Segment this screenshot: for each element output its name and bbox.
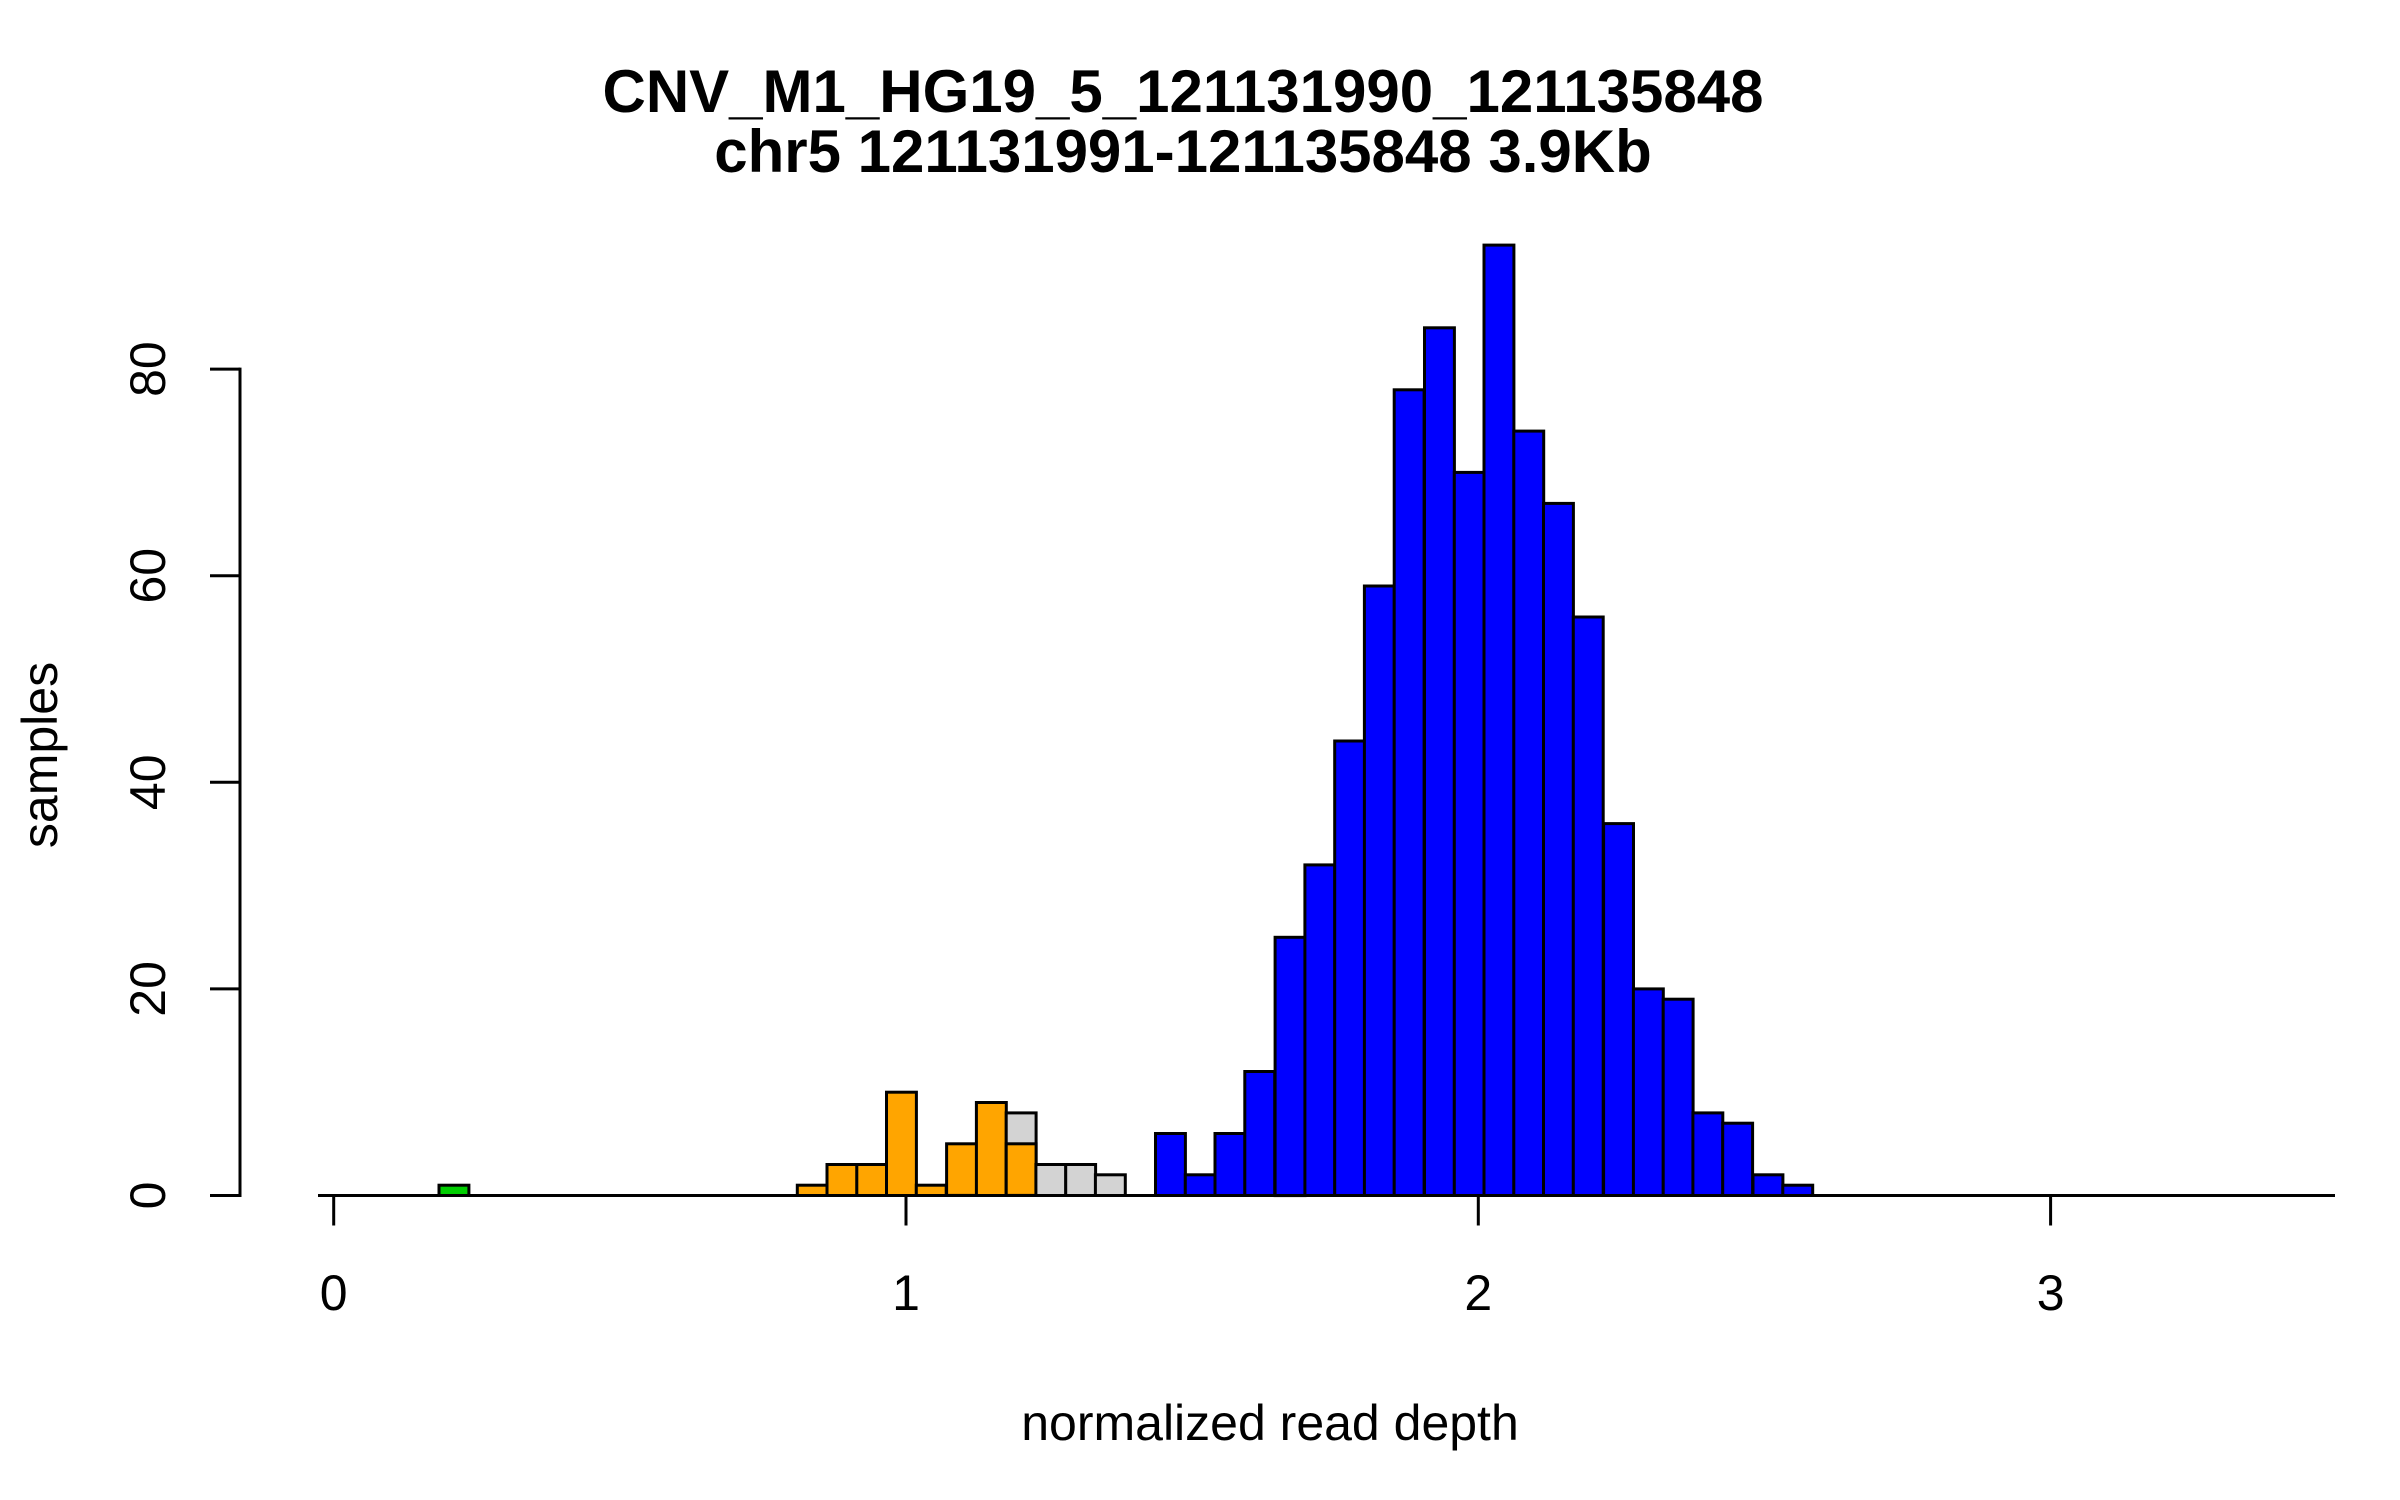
- histogram-bar-blue: [1542, 501, 1575, 1197]
- histogram-bars-group: [437, 243, 1815, 1198]
- histogram-bar-blue: [1303, 863, 1337, 1198]
- y-tick-label: 20: [120, 961, 176, 1017]
- histogram-bar-blue: [1751, 1173, 1785, 1198]
- histogram-bar-orange: [825, 1163, 859, 1197]
- histogram-bar-blue: [1273, 935, 1307, 1198]
- chart-subtitle: chr5 121131991-121135848 3.9Kb: [714, 118, 1651, 185]
- x-tick-label: 1: [892, 1265, 920, 1321]
- histogram-bar-blue: [1392, 388, 1426, 1197]
- x-axis-label: normalized read depth: [1021, 1395, 1519, 1451]
- histogram-bar-blue: [1213, 1132, 1247, 1197]
- histogram-bar-gray: [1064, 1163, 1098, 1197]
- histogram-bar-blue: [1183, 1173, 1217, 1198]
- histogram-bar-blue: [1691, 1111, 1725, 1198]
- histogram-bar-blue: [1781, 1183, 1815, 1197]
- y-tick-label: 0: [120, 1182, 176, 1210]
- histogram-bar-blue: [1362, 584, 1396, 1197]
- y-axis-label: samples: [12, 662, 68, 848]
- histogram-bar-orange: [1004, 1142, 1038, 1197]
- histogram-bar-blue: [1452, 470, 1486, 1197]
- y-tick-label: 40: [120, 754, 176, 810]
- histogram-bar-orange: [974, 1101, 1008, 1197]
- histogram-bar-blue: [1571, 615, 1605, 1197]
- histogram-bar-gray: [1034, 1163, 1068, 1197]
- histogram-bar-green: [437, 1183, 471, 1197]
- histogram-bar-orange: [795, 1183, 829, 1197]
- histogram-bar-blue: [1721, 1121, 1755, 1197]
- chart-title: CNV_M1_HG19_5_121131990_121135848: [602, 58, 1763, 125]
- histogram-bar-blue: [1423, 326, 1456, 1197]
- histogram-bar-blue: [1602, 822, 1635, 1197]
- histogram-bar-blue: [1243, 1070, 1277, 1197]
- histogram-bar-blue: [1631, 987, 1665, 1198]
- histogram-bar-orange: [914, 1183, 948, 1197]
- x-tick-label: 0: [320, 1265, 348, 1321]
- y-tick-label: 80: [120, 341, 176, 397]
- histogram-bar-blue: [1482, 243, 1516, 1198]
- axes-group: 0 1 2 3 0 20 40 60 80: [120, 341, 2335, 1321]
- x-tick-label: 2: [1464, 1265, 1492, 1321]
- histogram-bar-orange: [945, 1142, 978, 1197]
- histogram-bar-blue: [1154, 1132, 1187, 1197]
- histogram-bar-orange: [885, 1090, 918, 1197]
- x-tick-label: 3: [2037, 1265, 2065, 1321]
- histogram-bar-blue: [1512, 429, 1546, 1198]
- histogram-bar-blue: [1661, 997, 1695, 1198]
- histogram-bar-gray: [1093, 1173, 1127, 1198]
- histogram-bar-blue: [1333, 739, 1367, 1197]
- y-tick-label: 60: [120, 548, 176, 604]
- histogram-bar-orange: [855, 1163, 889, 1197]
